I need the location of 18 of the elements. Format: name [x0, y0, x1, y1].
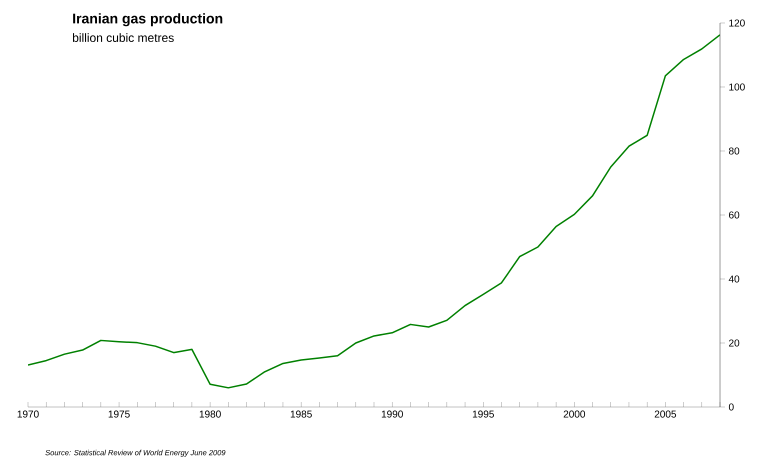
- y-tick-label: 20: [729, 339, 740, 347]
- x-tick-label: 2000: [564, 410, 586, 418]
- y-tick-label: 80: [728, 147, 740, 155]
- y-tick-label: 120: [729, 19, 745, 27]
- text: billion cubic metres: [72, 33, 174, 42]
- line-series: [28, 34, 720, 389]
- x-tick-label: 1985: [290, 410, 312, 418]
- x-tick-label: 1980: [200, 410, 221, 418]
- y-tick-label: 0: [728, 403, 734, 411]
- y-tick-label: 40: [728, 275, 740, 283]
- y-tick-label: 60: [729, 211, 740, 219]
- x-tick-label: 1970: [18, 410, 39, 418]
- x-tick-label: 1995: [472, 410, 494, 418]
- x-tick-label: 1990: [382, 410, 403, 418]
- chart-title: Iranian gas production: [73, 13, 222, 26]
- x-tick-label: 2005: [654, 410, 676, 418]
- y-tick-label: 100: [729, 83, 745, 91]
- x-tick-label: 1975: [108, 410, 130, 418]
